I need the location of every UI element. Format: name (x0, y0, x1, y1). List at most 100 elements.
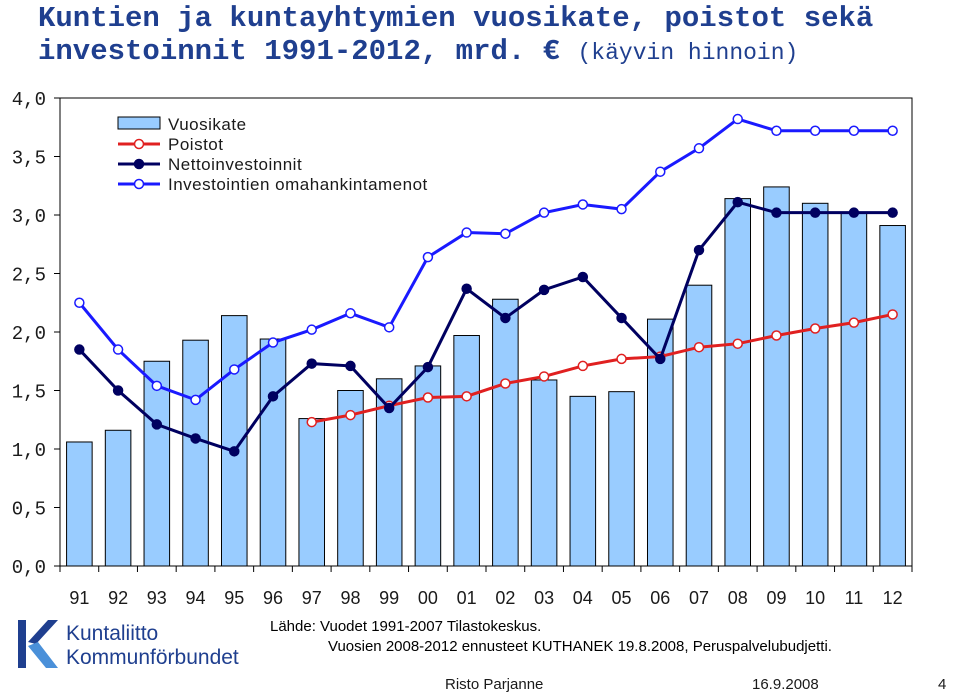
point-investointien-omahankintamenot (306, 324, 317, 335)
legend-marker-investointien-omahankintamenot (133, 178, 145, 190)
point-nettoinvestoinnit (306, 358, 317, 369)
bar-vuosikate (608, 391, 635, 567)
point-investointien-omahankintamenot (500, 228, 511, 239)
title-subtitle: (käyvin hinnoin) (577, 40, 799, 66)
footer-author: Risto Parjanne (445, 676, 544, 693)
point-investointien-omahankintamenot (577, 199, 589, 210)
point-investointien-omahankintamenot (538, 207, 550, 218)
bar-vuosikate (143, 360, 171, 567)
bar-vuosikate (840, 212, 868, 567)
source-line1: Lähde: Vuodet 1991-2007 Tilastokeskus. (270, 618, 542, 635)
legend-label-vuosikate: Vuosikate (168, 115, 247, 134)
x-tick-label: 95 (224, 588, 244, 608)
point-investointien-omahankintamenot (422, 251, 434, 263)
point-poistot (500, 378, 511, 389)
legend-label-investointien-omahankintamenot: Investointien omahankintamenot (168, 175, 428, 194)
x-tick-label: 98 (340, 588, 360, 608)
bar-vuosikate (298, 418, 326, 567)
bar-vuosikate (530, 379, 558, 567)
point-poistot (306, 416, 317, 428)
bar-vuosikate (259, 338, 287, 567)
title-line2: investoinnit 1991-2012, mrd. € (38, 35, 561, 68)
x-tick-label: 92 (108, 588, 128, 608)
point-nettoinvestoinnit (848, 207, 860, 218)
x-tick-label: 96 (263, 588, 283, 608)
x-tick-label: 04 (573, 588, 593, 608)
point-investointien-omahankintamenot (848, 125, 860, 137)
point-investointien-omahankintamenot (693, 143, 705, 154)
footer-date: 16.9.2008 (752, 676, 819, 693)
point-poistot (577, 360, 589, 372)
point-nettoinvestoinnit (461, 283, 472, 294)
point-investointien-omahankintamenot (151, 380, 163, 392)
bar-vuosikate (724, 198, 752, 567)
legend-label-poistot: Poistot (168, 135, 223, 154)
point-nettoinvestoinnit (345, 360, 356, 372)
bar-vuosikate (492, 298, 519, 567)
point-investointien-omahankintamenot (809, 125, 821, 137)
legend-label-nettoinvestoinnit: Nettoinvestoinnit (168, 155, 302, 174)
logo-name-fi: Kuntaliitto (66, 622, 159, 645)
point-poistot (693, 341, 705, 353)
point-poistot (887, 309, 898, 320)
bar-vuosikate (453, 335, 480, 567)
y-tick-label: 2,0 (12, 323, 46, 345)
x-tick-label: 03 (534, 588, 554, 608)
point-investointien-omahankintamenot (732, 113, 743, 125)
legend-swatch-vuosikate (117, 116, 161, 130)
y-tick-label: 0,0 (12, 557, 46, 579)
point-nettoinvestoinnit (809, 207, 821, 218)
x-tick-label: 06 (650, 588, 670, 608)
line-investointien-omahankintamenot (78, 117, 893, 402)
point-investointien-omahankintamenot (229, 364, 240, 375)
point-nettoinvestoinnit (577, 271, 589, 283)
y-tick-label: 0,5 (12, 499, 46, 521)
point-investointien-omahankintamenot (190, 394, 201, 406)
bar-vuosikate (66, 441, 93, 567)
point-nettoinvestoinnit (538, 284, 550, 296)
y-tick-label: 3,5 (12, 148, 46, 170)
logo-name-sv: Kommunförbundet (66, 646, 239, 669)
y-tick-label: 1,5 (12, 382, 46, 404)
title-line1: Kuntien ja kuntayhtymien vuosikate, pois… (38, 2, 874, 35)
y-tick-label: 4,0 (12, 89, 46, 111)
point-nettoinvestoinnit (151, 419, 163, 430)
source-line2: Vuosien 2008-2012 ennusteet KUTHANEK 19.… (328, 638, 832, 655)
point-investointien-omahankintamenot (771, 125, 782, 137)
y-tick-label: 1,0 (12, 440, 46, 462)
point-investointien-omahankintamenot (461, 227, 472, 238)
point-investointien-omahankintamenot (616, 203, 627, 215)
y-tick-label: 2,5 (12, 265, 46, 287)
point-investointien-omahankintamenot (655, 166, 666, 177)
x-tick-label: 08 (728, 588, 748, 608)
point-nettoinvestoinnit (74, 344, 85, 355)
x-tick-label: 94 (186, 588, 206, 608)
legend-marker-nettoinvestoinnit (133, 158, 145, 170)
point-investointien-omahankintamenot (267, 337, 279, 348)
line-nettoinvestoinnit (78, 200, 893, 454)
point-nettoinvestoinnit (229, 446, 240, 457)
point-nettoinvestoinnit (655, 353, 666, 365)
x-tick-label: 07 (689, 588, 709, 608)
point-nettoinvestoinnit (422, 361, 434, 373)
point-nettoinvestoinnit (887, 207, 898, 218)
bar-vuosikate (685, 284, 713, 567)
x-tick-label: 10 (805, 588, 825, 608)
x-tick-label: 05 (612, 588, 632, 608)
point-poistot (771, 330, 782, 341)
x-tick-label: 00 (418, 588, 438, 608)
footer-page-number: 4 (938, 676, 947, 693)
point-investointien-omahankintamenot (112, 344, 124, 355)
bar-vuosikate (104, 429, 132, 567)
point-poistot (538, 371, 550, 382)
x-tick-label: 97 (302, 588, 322, 608)
point-nettoinvestoinnit (383, 402, 395, 414)
point-poistot (732, 338, 743, 349)
bar-vuosikate (763, 186, 790, 567)
x-tick-label: 01 (457, 588, 477, 608)
chart-title: Kuntien ja kuntayhtymien vuosikate, pois… (38, 2, 953, 70)
point-poistot (422, 392, 434, 403)
logo-text: Kuntaliitto Kommunförbundet (66, 622, 239, 670)
x-tick-label: 12 (883, 588, 903, 608)
